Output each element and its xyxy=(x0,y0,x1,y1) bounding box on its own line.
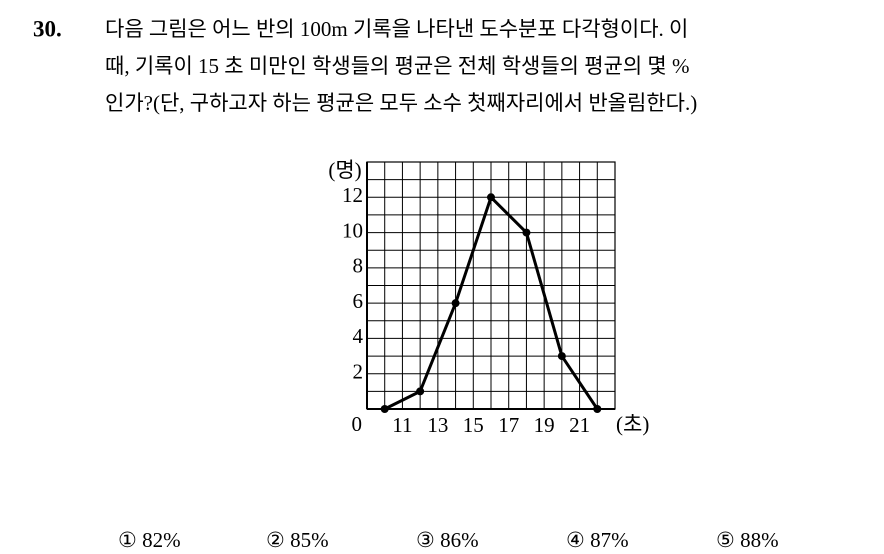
x-tick-label: 19 xyxy=(534,413,555,437)
problem-text: 때, 기록이 15 초 미만인 학생들의 평균은 전체 학생들의 평균의 몇 % xyxy=(105,54,690,78)
y-tick-label: 4 xyxy=(353,324,364,348)
x-tick-label: 21 xyxy=(569,413,590,437)
data-point xyxy=(416,387,425,396)
y-axis-label: (명) xyxy=(328,158,361,182)
x-axis-label: (초) xyxy=(616,412,649,436)
problem-number: 30. xyxy=(33,16,62,41)
y-tick-label: 2 xyxy=(353,360,364,384)
data-point xyxy=(451,299,460,308)
x-tick-label: 11 xyxy=(392,413,412,437)
choice: ② 85% xyxy=(266,528,329,552)
choice: ④ 87% xyxy=(566,528,629,552)
y-tick-label: 12 xyxy=(342,183,363,207)
choice: ③ 86% xyxy=(416,528,479,552)
problem-text: 인가?(단, 구하고자 하는 평균은 모두 소수 첫째자리에서 반올림한다.) xyxy=(105,91,697,115)
choice: ⑤ 88% xyxy=(716,528,779,552)
data-point xyxy=(487,193,495,202)
data-point xyxy=(522,228,531,237)
y-tick-label: 10 xyxy=(342,218,363,242)
problem-text: 다음 그림은 어느 반의 100m 기록을 나타낸 도수분포 다각형이다. 이 xyxy=(105,17,688,41)
choice: ① 82% xyxy=(118,528,181,552)
x-tick-label: 15 xyxy=(463,413,484,437)
y-tick-label: 6 xyxy=(353,289,364,313)
x-tick-label: 17 xyxy=(498,413,519,437)
data-point xyxy=(593,405,602,413)
y-tick-label: 8 xyxy=(353,254,364,278)
data-point xyxy=(380,405,389,413)
x-tick-label: 13 xyxy=(427,413,448,437)
origin-label: 0 xyxy=(352,412,363,436)
data-point xyxy=(557,352,566,361)
